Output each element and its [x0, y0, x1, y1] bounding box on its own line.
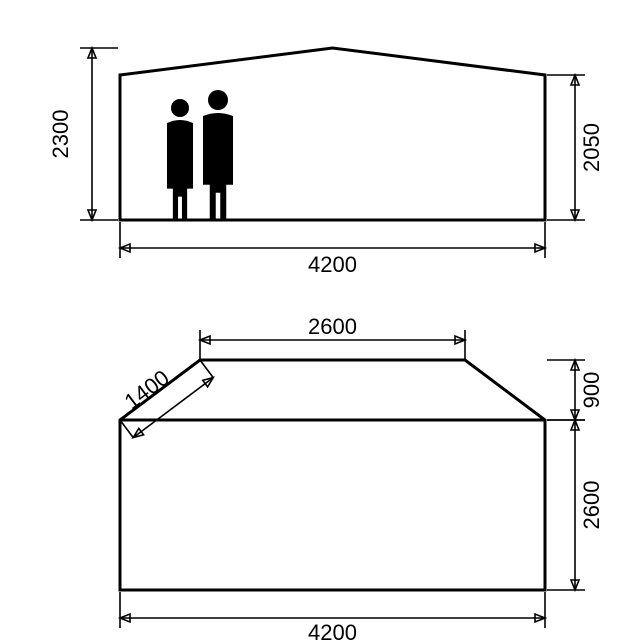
elev-height-right: 2050 — [547, 75, 604, 220]
plan-diag-left-label: 1400 — [120, 365, 174, 414]
plan-diag-left: 1400 — [120, 360, 216, 441]
plan-lower-right: 2600 — [547, 420, 604, 590]
elev-width-label: 4200 — [308, 252, 357, 277]
elev-height-right-label: 2050 — [579, 123, 604, 172]
plan-upper-right: 900 — [547, 360, 604, 420]
plan-bottom-width: 4200 — [120, 592, 545, 640]
elev-height-left-label: 2300 — [48, 110, 73, 159]
plan-top-width-label: 2600 — [308, 314, 357, 339]
plan-lower-right-label: 2600 — [579, 481, 604, 530]
elev-height-left: 2300 — [48, 48, 118, 220]
figure-tall — [203, 90, 233, 220]
plan-bottom-width-label: 4200 — [308, 620, 357, 640]
figure-short — [167, 99, 193, 220]
plan-top-width: 2600 — [200, 314, 465, 360]
plan-upper-right-label: 900 — [579, 372, 604, 409]
plan-outline — [120, 360, 545, 590]
elev-width: 4200 — [120, 222, 545, 277]
